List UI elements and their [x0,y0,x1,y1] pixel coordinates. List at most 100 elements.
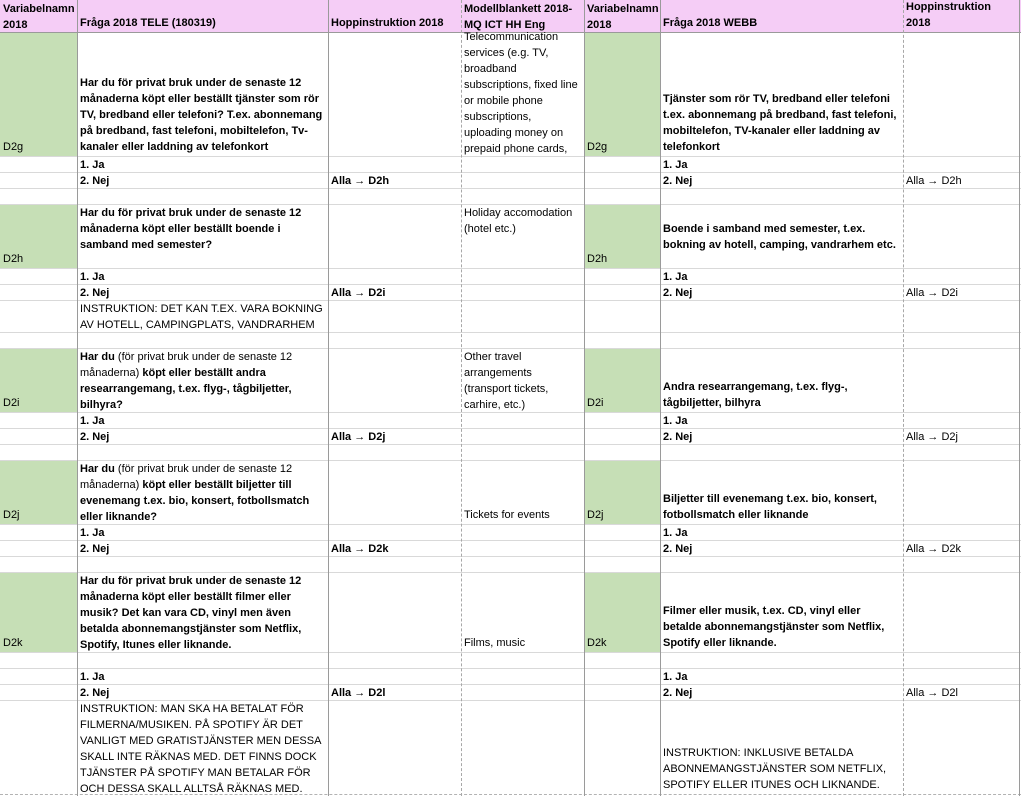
cell-option-ja[interactable]: 1. Ja [80,159,105,171]
cell-var-webb-d2g[interactable]: D2g [584,32,660,156]
cell-option-nej[interactable]: 2. Nej [663,287,693,299]
cell-option-nej[interactable]: 2. Nej [80,175,110,187]
gridline [0,540,1021,541]
var-label: D2j [3,509,20,521]
cell-hopp[interactable]: Alla → D2k [331,543,389,555]
cell-option-nej[interactable]: 2. Nej [663,175,693,187]
cell-var-d2h[interactable]: D2h [0,204,77,268]
gridline [0,684,1021,685]
cell-question-tele-d2i[interactable]: Har du (för privat bruk under de senaste… [77,348,328,412]
cell-question-webb-d2i[interactable]: Andra researrangemang, t.ex. flyg-, tågb… [660,348,903,412]
cell-option-ja[interactable]: 1. Ja [663,271,688,283]
cell-hopp[interactable]: Alla → D2h [906,175,962,187]
column-divider [903,0,904,796]
cell-option-nej[interactable]: 2. Nej [80,287,110,299]
page-break-line [0,794,1021,795]
cell-hopp[interactable]: Alla → D2j [331,431,386,443]
model-text: Tickets for events [464,509,550,521]
header-fraga-tele[interactable]: Fråga 2018 TELE (180319) [77,0,328,32]
var-label: D2i [3,397,20,409]
cell-model-d2g[interactable]: Telecommunication services (e.g. TV, bro… [461,28,584,156]
cell-question-tele-d2j[interactable]: Har du (för privat bruk under de senaste… [77,460,328,524]
cell-var-webb-d2k[interactable]: D2k [584,572,660,652]
header-hopp-webb[interactable]: Hoppinstruktion 2018 [903,0,1021,32]
var-label: D2g [3,141,24,153]
gridline [0,300,1021,301]
cell-option-nej[interactable]: 2. Nej [80,431,110,443]
gridline [0,412,1021,413]
gridline [0,428,1021,429]
model-text: Holiday accomodation (hotel etc.) [464,207,573,235]
cell-option-nej[interactable]: 2. Nej [663,687,693,699]
column-divider [461,0,462,796]
question-text-post: köpt eller beställt biljetter till evene… [80,479,310,523]
var-label: D2j [587,509,604,521]
header-fraga-webb-label: Fråga 2018 WEBB [663,17,758,29]
header-fraga-webb[interactable]: Fråga 2018 WEBB [660,0,903,32]
gridline [0,652,1021,653]
cell-option-nej[interactable]: 2. Nej [80,687,110,699]
header-variabelnamn-webb[interactable]: Variabelnamn 2018 [587,3,659,31]
cell-hopp[interactable]: Alla → D2h [331,175,390,187]
cell-option-ja[interactable]: 1. Ja [663,415,688,427]
cell-option-nej[interactable]: 2. Nej [663,543,693,555]
var-cell-bg [584,460,660,524]
cell-question-webb-d2j[interactable]: Biljetter till evenemang t.ex. bio, kons… [660,460,903,524]
model-text: Telecommunication services (e.g. TV, bro… [464,31,578,155]
cell-hopp[interactable]: Alla → D2l [331,687,386,699]
cell-var-d2i[interactable]: D2i [0,348,77,412]
gridline [0,284,1021,285]
question-text: Har du för privat bruk under de senaste … [80,575,302,651]
cell-option-ja[interactable]: 1. Ja [80,527,105,539]
cell-question-tele-d2h[interactable]: Har du för privat bruk under de senaste … [77,204,328,268]
cell-instruction-tele-d2k[interactable]: INSTRUKTION: MAN SKA HA BETALAT FÖR FILM… [80,703,321,794]
gridline [0,444,1021,445]
gridline [0,572,1021,573]
cell-option-nej[interactable]: 2. Nej [663,431,693,443]
cell-var-d2g[interactable]: D2g [0,32,77,156]
cell-question-tele-d2k[interactable]: Har du för privat bruk under de senaste … [77,572,328,652]
cell-instruction-tele-d2h[interactable]: INSTRUKTION: DET KAN T.EX. VARA BOKNING … [80,303,323,331]
var-label: D2k [3,637,23,649]
gridline [0,524,1021,525]
cell-hopp[interactable]: Alla → D2i [331,287,386,299]
cell-hopp[interactable]: Alla → D2i [906,287,958,299]
cell-model-d2h[interactable]: Holiday accomodation (hotel etc.) [461,204,584,268]
cell-option-ja[interactable]: 1. Ja [663,671,688,683]
cell-model-d2k[interactable]: Films, music [461,572,584,652]
cell-var-webb-d2j[interactable]: D2j [584,460,660,524]
cell-option-ja[interactable]: 1. Ja [663,527,688,539]
cell-var-webb-d2i[interactable]: D2i [584,348,660,412]
gridline [0,332,1021,333]
cell-question-webb-d2g[interactable]: Tjänster som rör TV, bredband eller tele… [660,32,903,156]
cell-option-ja[interactable]: 1. Ja [663,159,688,171]
var-cell-bg [584,32,660,156]
cell-question-webb-d2h[interactable]: Boende i samband med semester, t.ex. bok… [660,204,903,268]
cell-instruction-webb-d2k[interactable]: INSTRUKTION: INKLUSIVE BETALDA ABONNEMAN… [660,700,903,794]
header-hopp-tele[interactable]: Hoppinstruktion 2018 [328,0,461,32]
cell-var-d2k[interactable]: D2k [0,572,77,652]
column-divider [584,0,585,796]
cell-question-tele-d2g[interactable]: Har du för privat bruk under de senaste … [77,32,328,156]
question-text: Har du för privat bruk under de senaste … [80,207,302,251]
cell-option-nej[interactable]: 2. Nej [80,543,110,555]
var-label: D2h [587,253,608,265]
cell-var-d2j[interactable]: D2j [0,460,77,524]
cell-hopp[interactable]: Alla → D2l [906,687,958,699]
question-text-pre: Har du [80,351,115,363]
gridline [0,348,1021,349]
header-variabelnamn-tele[interactable]: Variabelnamn 2018 [3,3,75,31]
cell-option-ja[interactable]: 1. Ja [80,671,105,683]
cell-model-d2j[interactable]: Tickets for events [461,460,584,524]
cell-hopp[interactable]: Alla → D2k [906,543,962,555]
cell-model-d2i[interactable]: Other travel arrangements (transport tic… [461,348,584,412]
cell-hopp[interactable]: Alla → D2j [906,431,958,443]
cell-option-ja[interactable]: 1. Ja [80,271,105,283]
cell-option-ja[interactable]: 1. Ja [80,415,105,427]
cell-var-webb-d2h[interactable]: D2h [584,204,660,268]
var-cell-bg [0,348,77,412]
gridline [0,188,1021,189]
header-modellblankett[interactable]: Modellblankett 2018- MQ ICT HH Eng [464,3,573,31]
cell-question-webb-d2k[interactable]: Filmer eller musik, t.ex. CD, vinyl elle… [660,572,903,652]
